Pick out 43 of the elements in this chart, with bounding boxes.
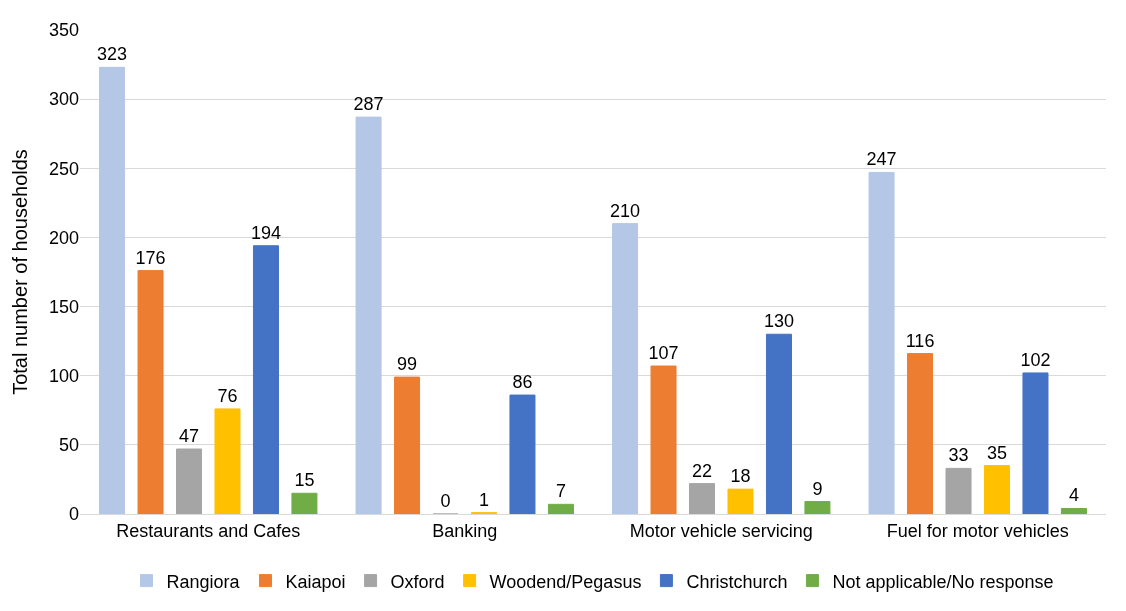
- legend-label: Not applicable/No response: [832, 571, 1054, 592]
- y-tick-label: 50: [58, 435, 79, 456]
- data-label: 86: [512, 372, 533, 393]
- legend-label: Rangiora: [166, 571, 241, 592]
- data-label: 116: [905, 330, 935, 351]
- data-label: 287: [353, 94, 384, 115]
- data-label: 194: [250, 222, 281, 243]
- data-label: 33: [948, 445, 969, 466]
- data-label: 210: [610, 200, 641, 221]
- data-label: 1: [478, 489, 489, 510]
- y-tick-label: 0: [68, 504, 79, 525]
- data-label: 99: [397, 354, 418, 375]
- data-label: 15: [294, 470, 315, 491]
- data-label: 4: [1068, 485, 1079, 506]
- data-label: 130: [763, 311, 794, 332]
- data-label: 102: [1020, 349, 1051, 370]
- data-label: 0: [440, 491, 451, 511]
- data-label: 323: [97, 44, 128, 65]
- y-tick-label: 150: [48, 296, 79, 317]
- data-label: 35: [986, 442, 1007, 463]
- data-label: 9: [812, 478, 823, 499]
- legend-label: Kaiapoi: [285, 571, 346, 592]
- data-label: 47: [179, 426, 200, 447]
- data-label: 176: [135, 247, 166, 268]
- legend-label: Christchurch: [686, 571, 788, 592]
- y-tick-label: 250: [48, 158, 79, 179]
- x-tick-label: Restaurants and Cafes: [116, 520, 301, 541]
- data-label: 7: [555, 481, 566, 502]
- data-label: 22: [692, 460, 713, 481]
- y-tick-label: 200: [48, 227, 79, 248]
- data-label: 18: [730, 466, 751, 487]
- x-tick-label: Motor vehicle servicing: [629, 520, 813, 541]
- data-label: 107: [648, 343, 679, 364]
- x-tick-label: Fuel for motor vehicles: [886, 520, 1069, 541]
- legend-label: Oxford: [390, 571, 445, 592]
- y-tick-label: 100: [48, 366, 79, 387]
- data-label: 247: [866, 149, 897, 170]
- x-tick-label: Banking: [432, 520, 498, 541]
- y-tick-label: 300: [48, 89, 79, 110]
- data-label: 76: [217, 385, 238, 406]
- y-tick-label: 350: [48, 20, 79, 41]
- y-axis-title: Total number of households: [9, 149, 32, 395]
- legend-label: Woodend/Pegasus: [489, 571, 642, 592]
